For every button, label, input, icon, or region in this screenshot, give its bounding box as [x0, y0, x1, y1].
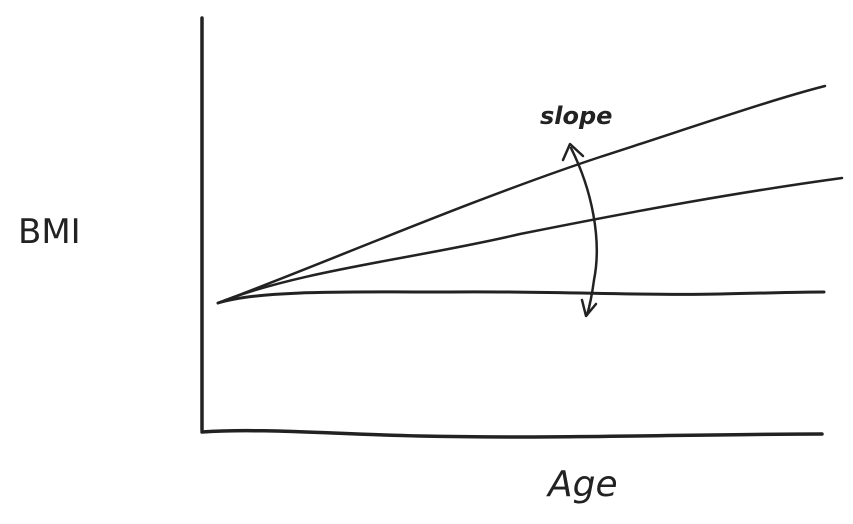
x-axis-label: Age	[546, 464, 618, 505]
y-axis	[199, 16, 205, 432]
line-steep	[216, 84, 827, 305]
slope-annotation: slope	[540, 102, 612, 130]
line-moderate	[216, 176, 844, 305]
line-flat	[216, 290, 826, 305]
slope-arrow-head-top	[561, 142, 585, 162]
slope-arrow-head-bottom	[580, 298, 598, 318]
slope-arrow-curve	[569, 146, 598, 317]
x-axis	[200, 428, 824, 439]
y-axis-label: BMI	[18, 212, 81, 252]
